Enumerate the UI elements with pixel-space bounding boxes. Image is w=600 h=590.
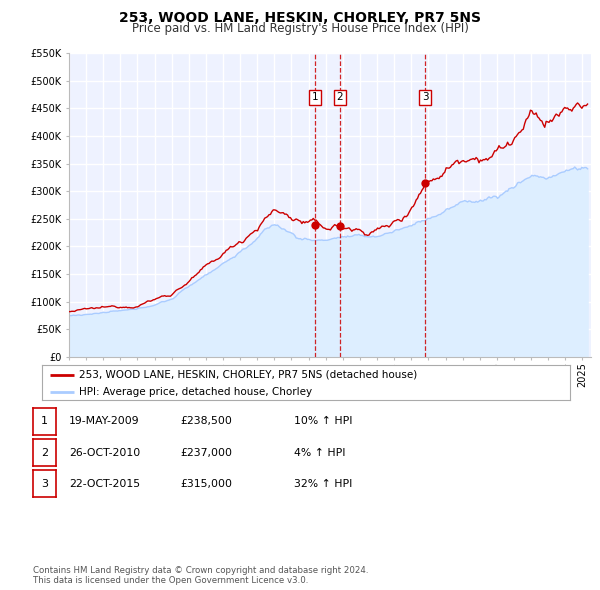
Text: 253, WOOD LANE, HESKIN, CHORLEY, PR7 5NS: 253, WOOD LANE, HESKIN, CHORLEY, PR7 5NS xyxy=(119,11,481,25)
Text: 1: 1 xyxy=(41,417,48,426)
Text: HPI: Average price, detached house, Chorley: HPI: Average price, detached house, Chor… xyxy=(79,387,312,397)
Text: £237,000: £237,000 xyxy=(180,448,232,457)
Text: 2: 2 xyxy=(336,92,343,102)
Text: 3: 3 xyxy=(422,92,428,102)
Text: 22-OCT-2015: 22-OCT-2015 xyxy=(69,479,140,489)
Text: £238,500: £238,500 xyxy=(180,417,232,426)
Text: 32% ↑ HPI: 32% ↑ HPI xyxy=(294,479,352,489)
Text: Contains HM Land Registry data © Crown copyright and database right 2024.: Contains HM Land Registry data © Crown c… xyxy=(33,566,368,575)
Text: £315,000: £315,000 xyxy=(180,479,232,489)
Text: 3: 3 xyxy=(41,479,48,489)
Text: 26-OCT-2010: 26-OCT-2010 xyxy=(69,448,140,457)
Text: 253, WOOD LANE, HESKIN, CHORLEY, PR7 5NS (detached house): 253, WOOD LANE, HESKIN, CHORLEY, PR7 5NS… xyxy=(79,369,417,379)
Text: Price paid vs. HM Land Registry's House Price Index (HPI): Price paid vs. HM Land Registry's House … xyxy=(131,22,469,35)
Text: 1: 1 xyxy=(311,92,318,102)
Text: 19-MAY-2009: 19-MAY-2009 xyxy=(69,417,140,426)
Text: 10% ↑ HPI: 10% ↑ HPI xyxy=(294,417,353,426)
Text: 4% ↑ HPI: 4% ↑ HPI xyxy=(294,448,346,457)
Text: 2: 2 xyxy=(41,448,48,457)
Text: This data is licensed under the Open Government Licence v3.0.: This data is licensed under the Open Gov… xyxy=(33,576,308,585)
